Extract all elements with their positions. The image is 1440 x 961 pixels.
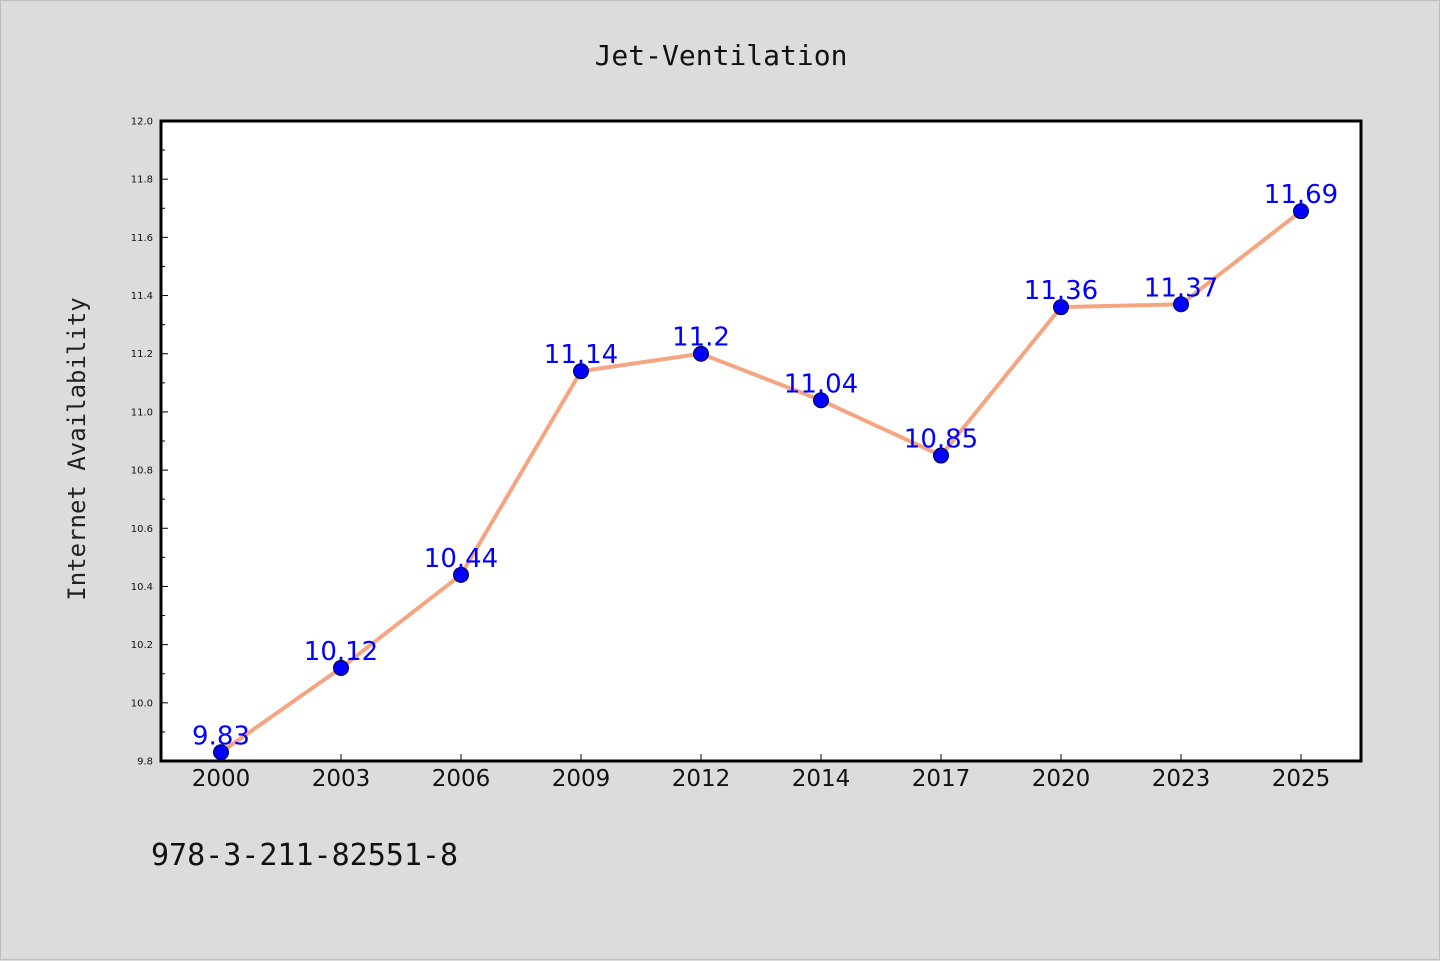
data-label: 9.83 bbox=[192, 721, 250, 751]
y-axis-label: Internet Availability bbox=[63, 297, 91, 600]
data-point bbox=[1053, 299, 1069, 316]
y-tick-label: 9.8 bbox=[137, 757, 153, 768]
x-tick-label: 2009 bbox=[552, 766, 611, 792]
data-label: 11.14 bbox=[544, 340, 618, 370]
data-point bbox=[573, 363, 589, 380]
data-point bbox=[333, 659, 349, 676]
data-label: 11.04 bbox=[784, 369, 858, 399]
data-label: 11.69 bbox=[1264, 180, 1338, 210]
x-tick-label: 2014 bbox=[792, 766, 851, 792]
data-label: 11.36 bbox=[1024, 276, 1098, 306]
series-line bbox=[219, 209, 1303, 755]
chart-title: Jet-Ventilation bbox=[595, 39, 848, 72]
data-point bbox=[1293, 203, 1309, 220]
y-tick-label: 11.4 bbox=[131, 291, 153, 302]
x-tick-label: 2000 bbox=[192, 766, 251, 792]
y-tick-label: 11.8 bbox=[131, 175, 153, 186]
data-label: 10.85 bbox=[904, 425, 978, 455]
plot-border bbox=[159, 119, 1363, 763]
y-tick-label: 11.6 bbox=[131, 233, 153, 244]
x-tick-label: 2006 bbox=[432, 766, 491, 792]
y-tick-label: 10.0 bbox=[131, 698, 153, 709]
x-tick-label: 2003 bbox=[312, 766, 371, 792]
data-label: 11.2 bbox=[672, 323, 730, 353]
data-label: 10.12 bbox=[304, 637, 378, 667]
x-tick-label: 2017 bbox=[912, 766, 971, 792]
y-tick-label: 11.2 bbox=[131, 349, 153, 360]
series-layer: 9.83 10.12 10.44 11.14 11.2 11.04 10.85 11.36 11… bbox=[192, 180, 1338, 761]
x-tick-label: 2012 bbox=[672, 766, 731, 792]
data-point bbox=[1173, 296, 1189, 313]
x-tick-label: 2025 bbox=[1272, 766, 1331, 792]
y-tick-label: 11.0 bbox=[131, 407, 153, 418]
data-label: 10.44 bbox=[424, 544, 498, 574]
x-tick-label: 2020 bbox=[1032, 766, 1091, 792]
data-point bbox=[453, 566, 469, 583]
x-tick-label: 2023 bbox=[1152, 766, 1211, 792]
x-axis: 2000 2003 2006 2009 2012 2014 2017 2020 2023 2025 bbox=[192, 754, 1331, 792]
footnote-text: 978-3-211-82551-8 bbox=[151, 838, 458, 873]
data-point bbox=[813, 392, 829, 409]
y-tick-label: 10.4 bbox=[131, 582, 153, 593]
data-point bbox=[933, 447, 949, 464]
y-tick-label: 10.2 bbox=[131, 640, 153, 651]
y-tick-label: 10.8 bbox=[131, 466, 153, 477]
data-point bbox=[693, 345, 709, 362]
data-label: 11.37 bbox=[1144, 273, 1218, 303]
y-tick-label: 12.0 bbox=[131, 117, 153, 128]
y-tick-label: 10.6 bbox=[131, 524, 153, 535]
